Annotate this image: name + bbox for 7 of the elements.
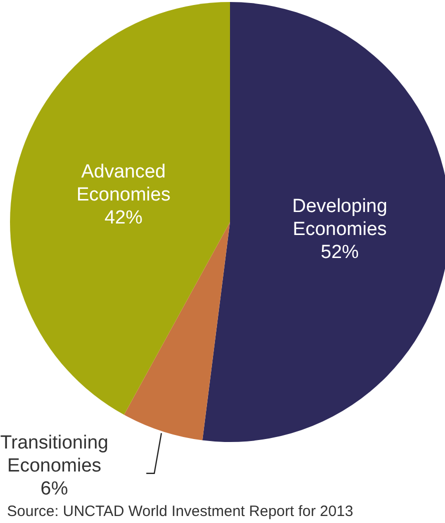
data-label: 52%	[320, 242, 359, 263]
source-note: Source: UNCTAD World Investment Report for 2013	[7, 503, 354, 520]
data-label: 6%	[40, 478, 68, 500]
slice-label: Developing Economies	[292, 196, 388, 240]
slice-label: Advanced Economies	[76, 162, 170, 206]
data-label: 42%	[104, 208, 143, 229]
slice-label: Transitioning Economies	[0, 432, 108, 476]
